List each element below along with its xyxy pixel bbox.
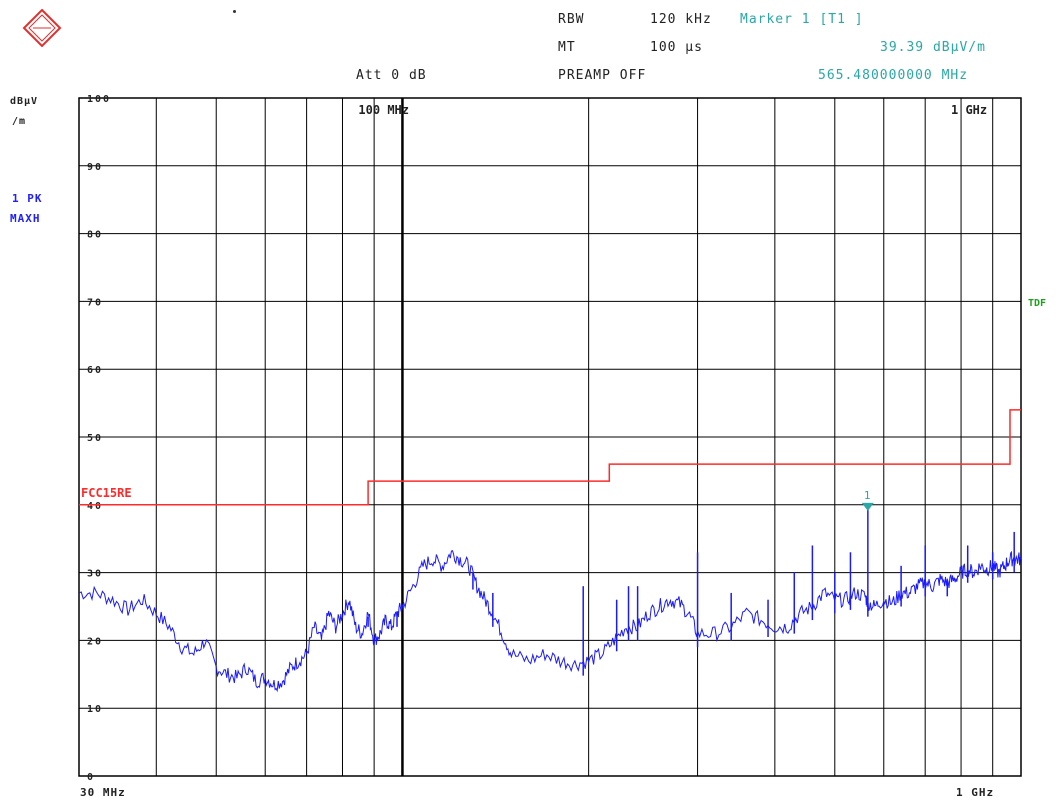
trace-mode-label: 1 PK	[12, 192, 43, 205]
unit-label-top: dBµV	[10, 96, 39, 107]
unit-label-bottom: /m	[12, 116, 27, 127]
tdf-indicator: TDF	[1028, 298, 1047, 309]
x-start-label: 30 MHz	[80, 786, 126, 799]
limit-line	[79, 409, 1021, 506]
x-tick-label-100mhz: 100 MHz	[358, 103, 409, 117]
attenuation: Att 0 dB	[356, 68, 427, 83]
limit-line-label: FCC15RE	[81, 486, 132, 500]
x-tick-label-1ghz: 1 GHz	[951, 103, 987, 117]
mt-label: MT	[558, 40, 576, 55]
marker-level: 39.39 dBµV/m	[880, 40, 986, 55]
x-end-label: 1 GHz	[956, 786, 995, 799]
rbw-value: 120 kHz	[650, 12, 712, 27]
y-tick-label: 80	[87, 230, 103, 241]
y-tick-label: 60	[87, 365, 103, 376]
trace-1-line	[78, 550, 1022, 693]
y-tick-label: 90	[87, 162, 103, 173]
marker-1-icon	[861, 502, 874, 511]
y-tick-label: 20	[87, 636, 103, 647]
y-tick-label: 70	[87, 297, 103, 308]
y-tick-label: 100	[87, 94, 111, 105]
marker-title: Marker 1 [T1 ]	[740, 12, 864, 27]
preamp-status: PREAMP OFF	[558, 68, 647, 83]
y-tick-label: 50	[87, 433, 103, 444]
mt-value: 100 µs	[650, 40, 703, 55]
y-tick-label: 40	[87, 501, 103, 512]
y-tick-label: 0	[87, 772, 95, 783]
rbw-label: RBW	[558, 12, 585, 27]
trace-detector-label: MAXH	[10, 212, 41, 225]
marker-1-label: 1	[864, 489, 871, 502]
rs-logo-icon	[22, 8, 62, 48]
marker-frequency: 565.480000000 MHz	[818, 68, 969, 83]
y-tick-label: 30	[87, 569, 103, 580]
status-dot	[233, 10, 236, 13]
y-tick-label: 10	[87, 704, 103, 715]
